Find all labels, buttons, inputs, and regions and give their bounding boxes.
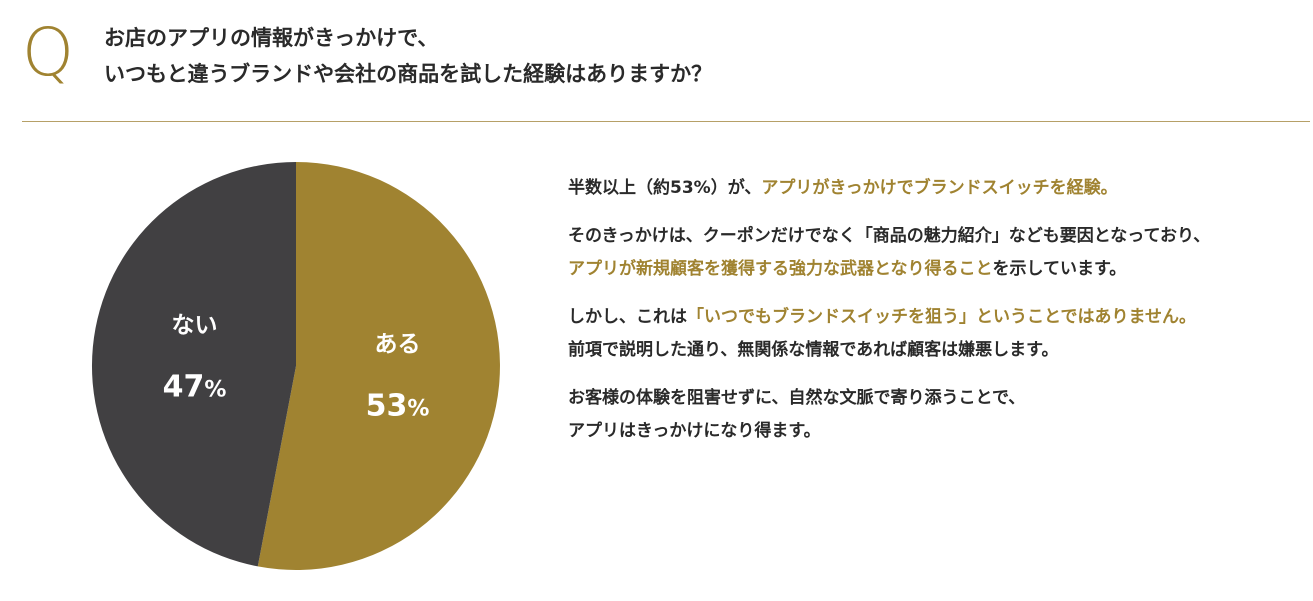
paragraph-4: お客様の体験を阻害せずに、自然な文脈で寄り添うことで、 アプリはきっかけになり得ま… (568, 382, 1308, 448)
p2-plain: を示しています。 (992, 259, 1127, 279)
summary-text: 半数以上（約53%）が、アプリがきっかけでブランドスイッチを経験。 そのきっかけ… (568, 172, 1308, 463)
slice-label-nai: ない (172, 312, 218, 338)
pie-slice-aru (257, 162, 500, 570)
p1-plain: 半数以上（約53%）が、 (568, 178, 762, 198)
p3-highlight: 「いつでもブランドスイッチを狙う」ということではありません。 (687, 307, 1196, 327)
p4-line1: お客様の体験を阻害せずに、自然な文脈で寄り添うことで、 (568, 388, 1026, 408)
q-letter: Q (22, 14, 74, 91)
slice-value-number-aru: 53 (366, 389, 408, 424)
slice-value-unit-aru: % (407, 397, 429, 422)
paragraph-2: そのきっかけは、クーポンだけでなく「商品の魅力紹介」なども要因となっており、 アプ… (568, 220, 1308, 286)
pie-slice-nai (91, 162, 296, 567)
paragraph-1: 半数以上（約53%）が、アプリがきっかけでブランドスイッチを経験。 (568, 172, 1308, 205)
p2-line1: そのきっかけは、クーポンだけでなく「商品の魅力紹介」なども要因となっており、 (568, 226, 1211, 246)
paragraph-3: しかし、これは「いつでもブランドスイッチを狙う」ということではありません。前項で… (568, 301, 1308, 367)
p2-highlight: アプリが新規顧客を獲得する強力な武器となり得ること (568, 259, 993, 279)
pie-chart-svg: ある 53% ない 47% (91, 162, 500, 570)
slice-label-aru: ある (375, 332, 421, 358)
p4-line2: アプリはきっかけになり得ます。 (568, 421, 821, 441)
p3-line2: 前項で説明した通り、無関係な情報であれば顧客は嫌悪します。 (568, 340, 1059, 360)
slice-value-number-nai: 47 (163, 369, 205, 404)
p1-highlight: アプリがきっかけでブランドスイッチを経験。 (761, 178, 1118, 198)
question-line-2: いつもと違うブランドや会社の商品を試した経験はありますか？ (104, 62, 713, 86)
question-text: お店のアプリの情報がきっかけで、 いつもと違うブランドや会社の商品を試した経験は… (104, 20, 712, 92)
question-line-1: お店のアプリの情報がきっかけで、 (104, 26, 439, 50)
p3-plain: しかし、これは (568, 307, 687, 327)
slice-value-nai: 47% (163, 369, 227, 404)
slice-value-aru: 53% (366, 389, 430, 424)
pie-chart: ある 53% ない 47% (90, 160, 502, 572)
header-divider (22, 121, 1310, 122)
slice-value-unit-nai: % (204, 377, 226, 402)
